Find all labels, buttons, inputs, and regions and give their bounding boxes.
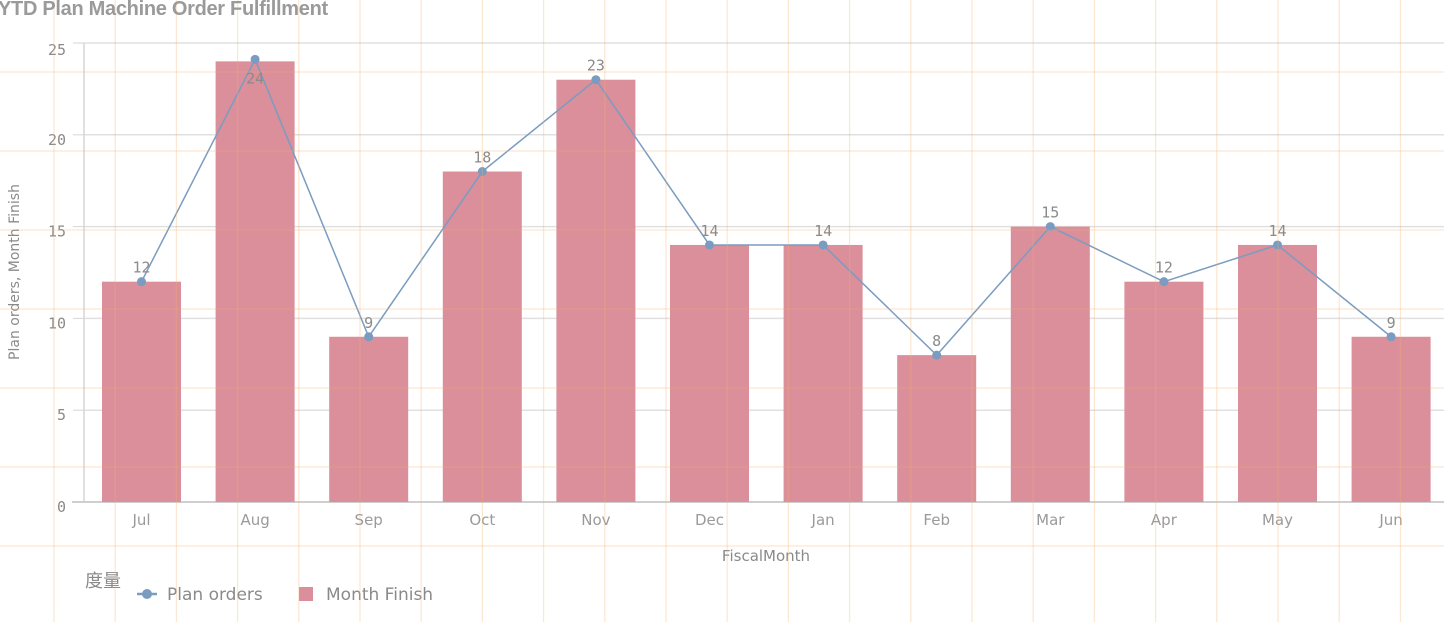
y-tick-label: 5 (57, 406, 66, 424)
data-label: 15 (1041, 204, 1059, 222)
data-label: 14 (814, 222, 832, 240)
data-label: 12 (1155, 259, 1173, 277)
legend-item-month-finish[interactable]: Month Finish (326, 585, 433, 605)
bar-month-finish-oct[interactable] (442, 171, 522, 502)
point-plan-orders-dec[interactable] (705, 240, 714, 250)
bar-month-finish-nov[interactable] (556, 79, 636, 502)
y-tick-label: 20 (48, 131, 66, 149)
point-plan-orders-jul[interactable] (137, 277, 146, 287)
x-tick-label: Sep (355, 511, 383, 529)
point-plan-orders-aug[interactable] (250, 54, 260, 64)
x-tick-label: Mar (1036, 511, 1065, 529)
point-plan-orders-jan[interactable] (818, 240, 828, 250)
point-plan-orders-sep[interactable] (364, 332, 374, 342)
y-axis-title: Plan orders, Month Finish (7, 184, 23, 360)
point-plan-orders-may[interactable] (1273, 240, 1282, 250)
point-plan-orders-nov[interactable] (591, 75, 601, 85)
point-plan-orders-feb[interactable] (932, 350, 942, 360)
x-tick-label: Jun (1378, 511, 1402, 529)
x-tick-label: Apr (1151, 511, 1178, 529)
bar-month-finish-apr[interactable] (1124, 281, 1204, 502)
x-tick-label: Dec (695, 511, 724, 529)
x-tick-label: Aug (240, 511, 269, 529)
data-label: 8 (932, 332, 941, 350)
x-tick-label: Nov (581, 511, 610, 529)
line-plan-orders (140, 57, 1392, 357)
bar-month-finish-aug[interactable] (215, 61, 295, 503)
data-label: 24 (246, 69, 264, 87)
data-label: 12 (132, 259, 150, 277)
bar-month-finish-may[interactable] (1238, 244, 1317, 502)
point-plan-orders-apr[interactable] (1159, 277, 1169, 287)
x-tick-label: Jul (131, 511, 150, 529)
x-tick-label: Oct (469, 511, 495, 529)
x-tick-label: Feb (923, 511, 950, 529)
x-tick-label: Jan (811, 511, 835, 529)
bar-month-finish-mar[interactable] (1010, 226, 1090, 502)
data-label: 9 (364, 314, 373, 332)
data-label: 18 (473, 149, 491, 167)
data-label: 14 (700, 222, 718, 240)
y-tick-label: 10 (48, 314, 66, 332)
legend-item-plan-orders[interactable]: Plan orders (167, 585, 263, 605)
y-tick-label: 25 (48, 41, 66, 59)
bar-month-finish-dec[interactable] (670, 244, 749, 502)
bar-month-finish-jan[interactable] (783, 244, 863, 502)
point-plan-orders-mar[interactable] (1045, 222, 1055, 232)
data-label: 14 (1268, 222, 1286, 240)
x-axis-title: FiscalMonth (722, 547, 810, 565)
bar-month-finish-sep[interactable] (329, 336, 409, 502)
bar-month-finish-jul[interactable] (102, 281, 181, 502)
x-tick-label: May (1262, 511, 1293, 529)
legend-dot-symbol-icon (142, 589, 152, 599)
legend-title: 度量 (85, 571, 121, 592)
chart-title: YTD Plan Machine Order Fulfillment (0, 0, 328, 20)
data-label: 9 (1387, 314, 1396, 332)
legend-square-symbol-icon (299, 587, 313, 601)
bar-month-finish-feb[interactable] (897, 355, 977, 502)
point-plan-orders-jun[interactable] (1386, 332, 1396, 342)
y-tick-label: 0 (57, 498, 66, 516)
point-plan-orders-oct[interactable] (477, 167, 487, 177)
data-label: 23 (587, 57, 605, 75)
y-tick-label: 15 (48, 223, 66, 241)
bar-month-finish-jun[interactable] (1351, 336, 1431, 502)
